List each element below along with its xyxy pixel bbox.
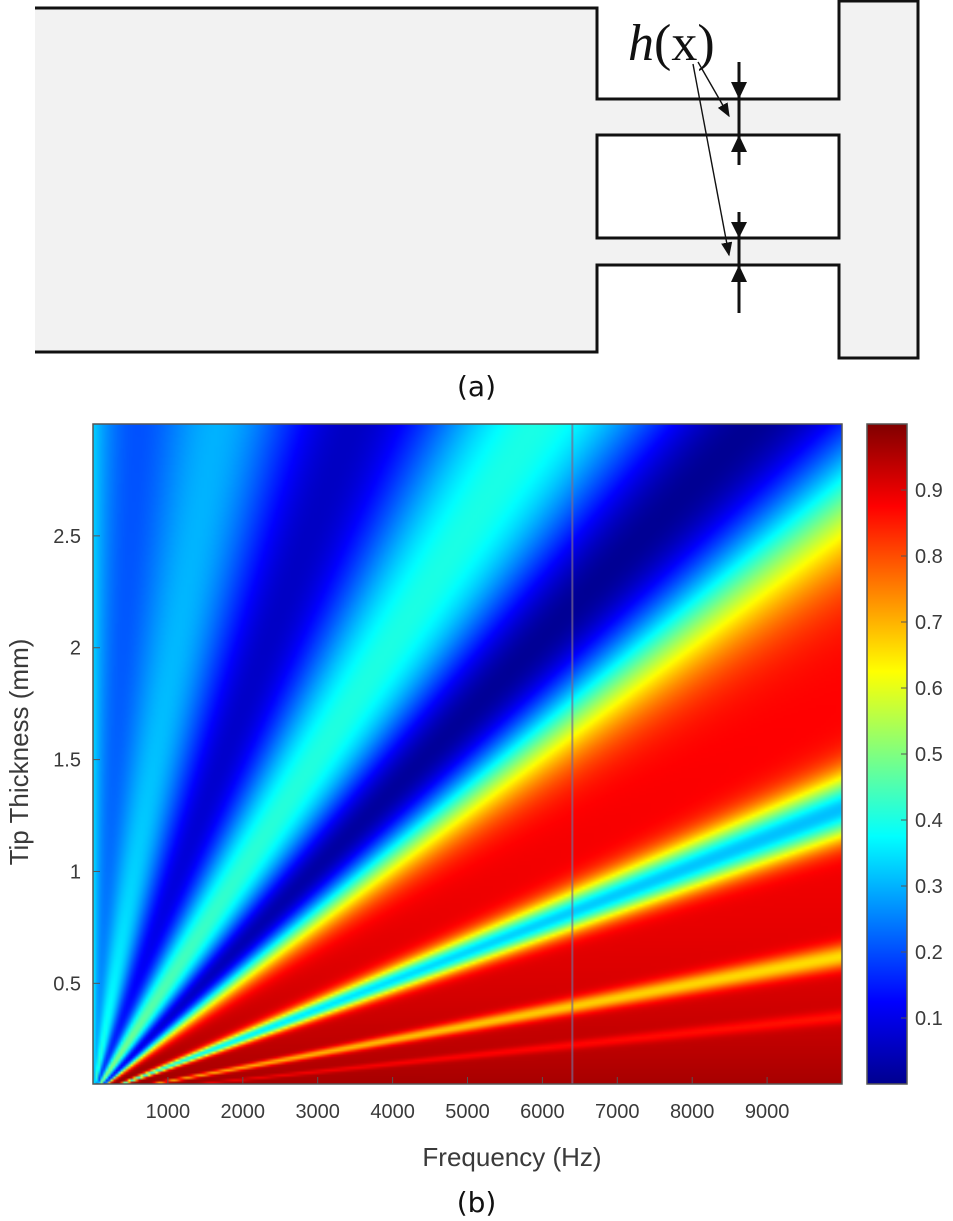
y-tick-label: 1.5 (53, 750, 81, 772)
thickness-label: h(x) (628, 15, 715, 72)
x-tick-label: 2000 (221, 1101, 266, 1123)
x-tick-label: 4000 (370, 1101, 415, 1123)
x-tick-label: 8000 (670, 1101, 715, 1123)
x-tick-label: 3000 (295, 1101, 340, 1123)
y-tick-label: 2.5 (53, 526, 81, 548)
colorbar-tick-label: 0.6 (915, 678, 943, 700)
colorbar-tick-label: 0.2 (915, 942, 943, 964)
x-tick-label: 5000 (445, 1101, 490, 1123)
middle-slot-block (595, 133, 841, 240)
x-tick-label: 1000 (146, 1101, 191, 1123)
heatmap-plot-area (93, 424, 842, 1084)
x-axis: 1000 2000 3000 4000 5000 6000 7000 8000 9000 (146, 1077, 790, 1123)
thickness-label-arg: (x) (654, 15, 715, 72)
heatmap-chart: 1000 2000 3000 4000 5000 6000 7000 8000 9000 0.5… (4, 423, 943, 1172)
colorbar-tick-label: 0.4 (915, 810, 943, 832)
colorbar-tick-label: 0.5 (915, 744, 943, 766)
panel-a-label: (a) (456, 370, 496, 403)
y-axis-label: Tip Thickness (mm) (4, 639, 34, 866)
upper-thickness-dimension (731, 62, 747, 165)
lower-thickness-dimension (731, 212, 747, 313)
heatmap-image (93, 424, 842, 1084)
geometry-schematic: h(x) (35, 0, 920, 360)
y-tick-label: 0.5 (53, 973, 81, 995)
colorbar-tick-label: 0.8 (915, 546, 943, 568)
colorbar-tick-label: 0.3 (915, 876, 943, 898)
x-tick-label: 6000 (520, 1101, 565, 1123)
colorbar-tick-label: 0.1 (915, 1008, 943, 1030)
main-body-block (35, 0, 920, 360)
leader-arrow-upper (697, 61, 730, 118)
y-axis: 0.5 1 1.5 2 2.5 (53, 526, 100, 995)
leader-arrow-lower (692, 63, 733, 257)
x-axis-label: Frequency (Hz) (422, 1142, 601, 1172)
colorbar-tick-label: 0.7 (915, 612, 943, 634)
x-tick-label: 7000 (595, 1101, 640, 1123)
colorbar-tick-label: 0.9 (915, 480, 943, 502)
y-tick-label: 2 (70, 638, 81, 660)
colorbar-axis: 0.1 0.2 0.3 0.4 0.5 0.6 0.7 0.8 0.9 (901, 480, 943, 1030)
panel-b-label: (b) (456, 1186, 497, 1219)
x-tick-label: 9000 (745, 1101, 790, 1123)
y-tick-label: 1 (70, 861, 81, 883)
